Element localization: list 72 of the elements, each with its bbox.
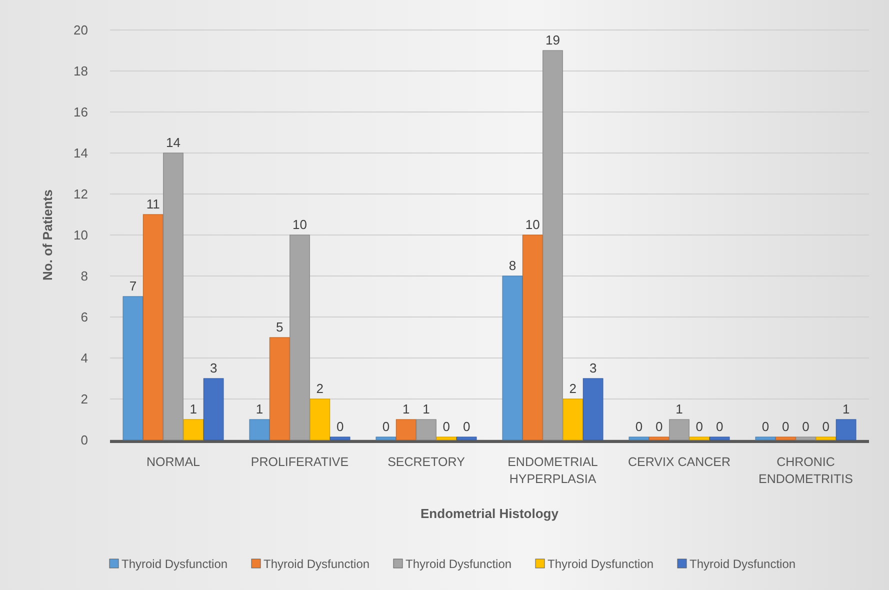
data-label: 10	[525, 217, 540, 232]
legend-label: Thyroid Dysfunction	[690, 557, 796, 571]
data-label: 19	[546, 32, 560, 48]
y-tick-label: 12	[74, 186, 88, 202]
data-label: 0	[822, 419, 830, 434]
legend-label: Thyroid Dysfunction	[122, 557, 228, 571]
bar	[456, 436, 477, 440]
data-label: 0	[635, 419, 643, 434]
data-label: 0	[696, 419, 704, 434]
bar	[689, 436, 710, 440]
bar	[709, 436, 730, 440]
bar	[628, 436, 650, 440]
data-label: 8	[508, 258, 516, 273]
x-axis-title: Endometrial Histology	[420, 506, 560, 521]
data-label: 0	[336, 419, 344, 434]
data-label: 1	[422, 402, 430, 416]
bar	[330, 436, 350, 440]
x-tick-label: CERVIX CANCER	[628, 455, 731, 469]
data-label: 1	[190, 402, 198, 416]
bar	[648, 436, 670, 440]
y-tick-label: 8	[80, 268, 88, 284]
bar	[376, 436, 396, 440]
data-label: 0	[655, 419, 663, 434]
data-label: 14	[166, 135, 180, 150]
data-label: 1	[402, 402, 410, 416]
y-tick-label: 6	[80, 310, 88, 325]
bar	[122, 296, 144, 440]
bar	[816, 436, 836, 440]
x-tick-label: ENDOMETRIAL HYPERPLASIA	[508, 455, 598, 486]
data-label: 11	[146, 196, 160, 212]
data-label: 0	[762, 419, 770, 434]
bar	[290, 234, 310, 440]
y-tick-label: 4	[80, 350, 88, 366]
legend-label: Thyroid Dysfunction	[406, 557, 512, 571]
x-tick-label: CHRONIC ENDOMETRITIS	[758, 455, 853, 486]
data-label: 7	[129, 278, 137, 294]
data-label: 0	[782, 419, 790, 434]
x-tick-label: NORMAL	[146, 455, 200, 469]
data-label: 1	[256, 402, 264, 416]
y-tick-label: 2	[80, 392, 88, 407]
x-tick-label: SECRETORY	[388, 455, 466, 469]
data-label: 0	[442, 419, 450, 434]
data-label: 1	[842, 402, 850, 416]
data-label: 0	[802, 419, 810, 434]
bar	[522, 234, 543, 440]
data-label: 1	[676, 402, 683, 416]
bar	[269, 337, 290, 440]
y-tick-label: 18	[74, 64, 88, 79]
bar	[502, 276, 523, 440]
legend-label: Thyroid Dysfunction	[264, 557, 370, 571]
data-label: 0	[716, 419, 724, 434]
data-label: 10	[292, 217, 307, 232]
bar	[775, 436, 796, 440]
data-label: 3	[589, 360, 597, 376]
y-tick-label: 20	[74, 22, 88, 38]
y-axis-title: No. of Patients	[40, 189, 55, 281]
x-tick-label: PROLIFERATIVE	[250, 455, 349, 469]
bar	[436, 436, 457, 440]
bar	[755, 436, 776, 440]
bar	[163, 152, 184, 440]
y-tick-label: 0	[80, 432, 88, 448]
data-label: 3	[210, 360, 218, 376]
bar	[142, 214, 164, 440]
data-label: 0	[382, 419, 390, 434]
data-label: 5	[276, 320, 284, 334]
data-label: 2	[569, 381, 577, 396]
data-label: 0	[462, 419, 470, 434]
y-tick-label: 16	[74, 104, 88, 120]
y-tick-label: 10	[74, 228, 88, 243]
y-tick-label: 14	[74, 146, 88, 161]
legend-label: Thyroid Dysfunction	[548, 557, 654, 571]
data-label: 2	[316, 381, 324, 396]
